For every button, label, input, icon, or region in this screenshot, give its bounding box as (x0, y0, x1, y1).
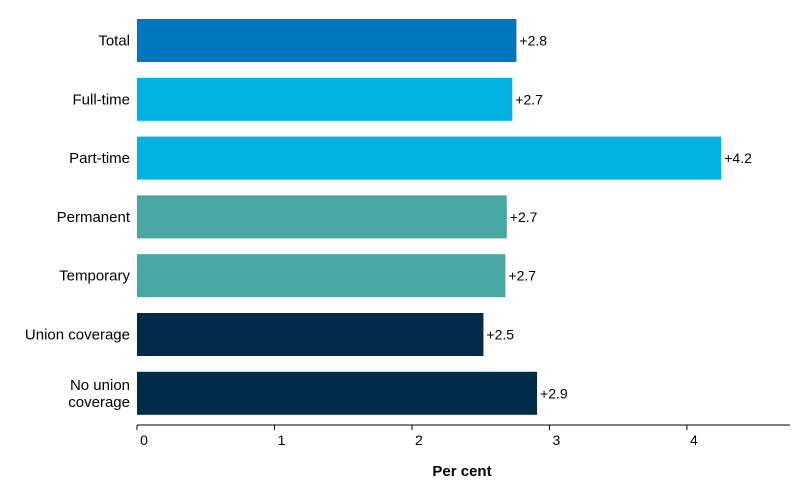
bar (137, 77, 513, 121)
data-labels-layer: +2.8 +2.7 +4.2 +2.7 +2.7 +2.5 +2.9 (486, 33, 752, 402)
bar (137, 313, 484, 356)
x-tick-label: 1 (278, 432, 286, 448)
category-label: Total (98, 33, 130, 50)
data-label: +2.9 (540, 385, 568, 401)
data-label: +2.5 (486, 327, 514, 343)
category-labels-layer: Total Full-time Part-time Permanent Temporar… (25, 33, 131, 411)
x-axis-title: Per cent (432, 463, 491, 480)
bar (137, 254, 506, 298)
bar (137, 195, 507, 239)
data-label: +2.7 (510, 209, 538, 225)
category-label: Permanent (57, 209, 131, 226)
x-tick-label: 2 (415, 432, 423, 448)
x-tick-label: 4 (690, 432, 698, 448)
data-label: +4.2 (724, 150, 752, 166)
bar (137, 371, 538, 415)
category-label: Temporary (59, 268, 130, 285)
category-label: No union coverage (68, 377, 130, 411)
bars-layer (137, 19, 722, 415)
x-tick-label: 3 (553, 432, 561, 448)
category-label: Union coverage (25, 327, 130, 344)
data-label: +2.7 (508, 268, 536, 284)
x-ticks-layer: 0 1 2 3 4 (136, 425, 698, 448)
data-label: +2.7 (515, 91, 543, 107)
x-tick-label: 0 (140, 432, 148, 448)
bar (137, 19, 517, 62)
category-label: Part-time (69, 150, 130, 167)
category-label: Full-time (72, 91, 130, 108)
bar (137, 136, 722, 180)
data-label: +2.8 (519, 33, 547, 49)
